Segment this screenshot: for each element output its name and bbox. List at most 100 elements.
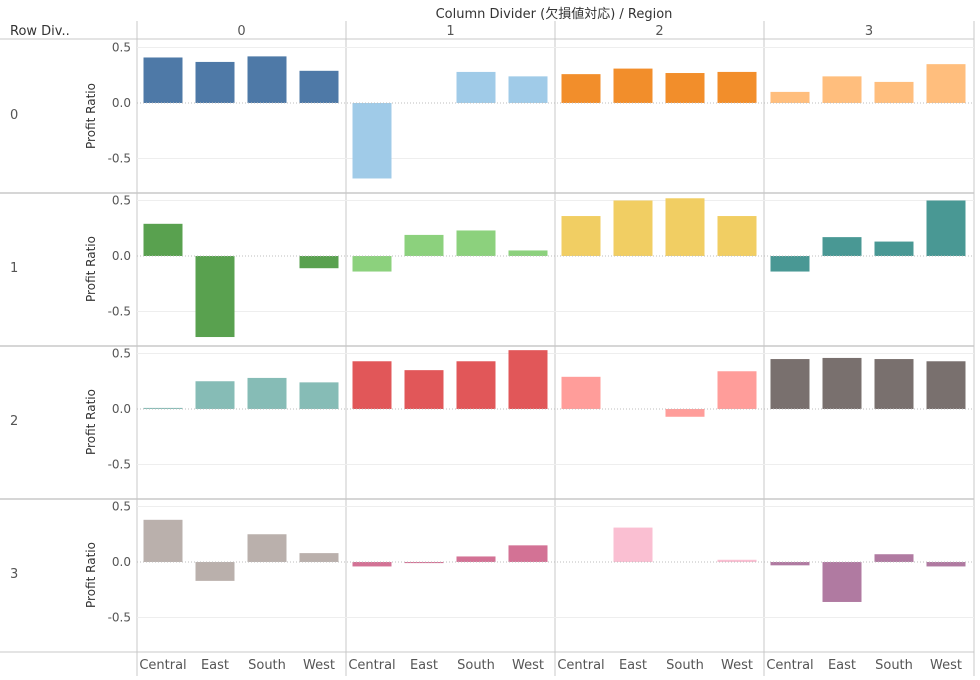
- bar[interactable]: [822, 357, 862, 409]
- bar[interactable]: [508, 76, 548, 103]
- x-tick-label: West: [721, 658, 753, 673]
- x-tick-label: Central: [766, 658, 813, 673]
- bar[interactable]: [874, 241, 914, 256]
- y-tick-label: 0.5: [112, 41, 131, 55]
- row-header-title: Row Div..: [10, 24, 70, 39]
- bar[interactable]: [665, 409, 705, 417]
- y-tick-label: -0.5: [108, 611, 131, 625]
- bar[interactable]: [456, 71, 496, 103]
- y-axis-title: Profit Ratio: [84, 236, 98, 302]
- bar[interactable]: [770, 256, 810, 272]
- y-axis-title: Profit Ratio: [84, 83, 98, 149]
- x-tick-label: West: [512, 658, 544, 673]
- bar[interactable]: [717, 371, 757, 409]
- bar[interactable]: [665, 73, 705, 103]
- bar[interactable]: [874, 554, 914, 562]
- x-tick-label: East: [410, 658, 438, 673]
- column-divider-label: 2: [655, 24, 663, 39]
- bar[interactable]: [352, 103, 392, 179]
- bar[interactable]: [143, 407, 183, 409]
- column-header-title: Column Divider (欠損値対応) / Region: [436, 6, 673, 22]
- y-tick-label: 0.5: [112, 347, 131, 361]
- bar[interactable]: [770, 359, 810, 409]
- x-tick-label: South: [666, 658, 704, 673]
- bar[interactable]: [352, 361, 392, 409]
- bar[interactable]: [822, 76, 862, 103]
- x-tick-label: South: [875, 658, 913, 673]
- bar[interactable]: [195, 381, 235, 409]
- x-tick-label: Central: [557, 658, 604, 673]
- bar[interactable]: [299, 70, 339, 103]
- bar[interactable]: [456, 361, 496, 409]
- bar[interactable]: [874, 81, 914, 103]
- y-axis-title: Profit Ratio: [84, 542, 98, 608]
- bar[interactable]: [247, 534, 287, 562]
- bar[interactable]: [508, 350, 548, 409]
- y-tick-label: -0.5: [108, 152, 131, 166]
- bar[interactable]: [874, 359, 914, 409]
- bar[interactable]: [352, 256, 392, 272]
- x-tick-label: West: [303, 658, 335, 673]
- bar[interactable]: [717, 216, 757, 256]
- bar[interactable]: [926, 361, 966, 409]
- bar[interactable]: [404, 234, 444, 256]
- x-tick-label: West: [930, 658, 962, 673]
- x-tick-label: East: [619, 658, 647, 673]
- bar[interactable]: [508, 250, 548, 256]
- y-tick-label: 0.0: [112, 402, 131, 416]
- x-tick-label: Central: [139, 658, 186, 673]
- bar[interactable]: [822, 562, 862, 602]
- bar[interactable]: [143, 519, 183, 562]
- x-tick-label: East: [828, 658, 856, 673]
- bar[interactable]: [404, 370, 444, 409]
- y-tick-label: 0.5: [112, 194, 131, 208]
- bar[interactable]: [822, 237, 862, 256]
- x-tick-label: South: [457, 658, 495, 673]
- bar[interactable]: [404, 562, 444, 564]
- column-divider-label: 1: [446, 24, 454, 39]
- bar[interactable]: [143, 57, 183, 103]
- bar[interactable]: [195, 562, 235, 581]
- bar[interactable]: [299, 256, 339, 269]
- row-divider-label: 1: [10, 261, 18, 276]
- y-tick-label: 0.5: [112, 500, 131, 514]
- bar[interactable]: [456, 230, 496, 256]
- bar[interactable]: [247, 56, 287, 103]
- bar[interactable]: [926, 562, 966, 567]
- bar[interactable]: [561, 74, 601, 103]
- bar[interactable]: [299, 382, 339, 409]
- bar[interactable]: [770, 91, 810, 103]
- x-tick-label: Central: [348, 658, 395, 673]
- bar[interactable]: [352, 562, 392, 567]
- bar[interactable]: [613, 68, 653, 103]
- bar[interactable]: [456, 556, 496, 562]
- bar[interactable]: [299, 553, 339, 562]
- bar[interactable]: [613, 200, 653, 257]
- bar[interactable]: [926, 200, 966, 257]
- bar[interactable]: [247, 377, 287, 409]
- bar[interactable]: [717, 559, 757, 562]
- x-tick-label: East: [201, 658, 229, 673]
- x-tick-label: South: [248, 658, 286, 673]
- bar[interactable]: [195, 256, 235, 338]
- bar[interactable]: [195, 61, 235, 103]
- bar[interactable]: [665, 198, 705, 256]
- bar[interactable]: [770, 562, 810, 566]
- y-tick-label: -0.5: [108, 305, 131, 319]
- y-tick-label: -0.5: [108, 458, 131, 472]
- row-divider-label: 3: [10, 567, 18, 582]
- column-divider-label: 0: [237, 24, 245, 39]
- column-divider-label: 3: [865, 24, 873, 39]
- bar[interactable]: [926, 64, 966, 103]
- y-axis-title: Profit Ratio: [84, 389, 98, 455]
- bar[interactable]: [717, 71, 757, 103]
- y-tick-label: 0.0: [112, 555, 131, 569]
- bar[interactable]: [508, 545, 548, 562]
- row-divider-label: 0: [10, 108, 18, 123]
- bar[interactable]: [561, 216, 601, 256]
- bar[interactable]: [143, 223, 183, 256]
- bar[interactable]: [561, 376, 601, 409]
- bar[interactable]: [613, 527, 653, 562]
- y-tick-label: 0.0: [112, 249, 131, 263]
